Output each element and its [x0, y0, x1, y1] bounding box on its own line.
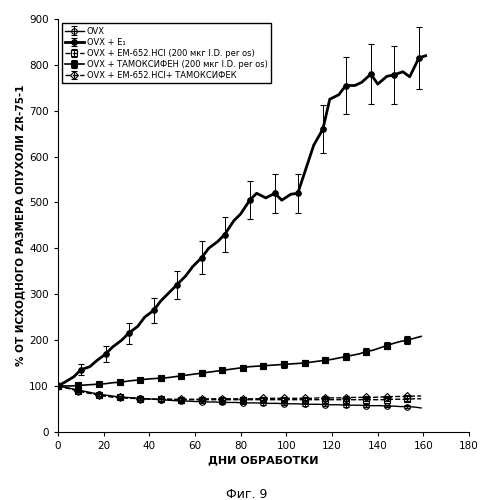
Legend: OVX, OVX + E₁, OVX + EM-652.HCl (200 мкг I.D. per os), OVX + ТАМОКСИФЕН (200 мкг: OVX, OVX + E₁, OVX + EM-652.HCl (200 мкг…: [62, 23, 271, 83]
Y-axis label: % ОТ ИСХОДНОГО РАЗМЕРА ОПУХОЛИ ZR-75-1: % ОТ ИСХОДНОГО РАЗМЕРА ОПУХОЛИ ZR-75-1: [15, 84, 25, 366]
Text: Фиг. 9: Фиг. 9: [226, 488, 268, 500]
X-axis label: ДНИ ОБРАБОТКИ: ДНИ ОБРАБОТКИ: [208, 455, 319, 465]
